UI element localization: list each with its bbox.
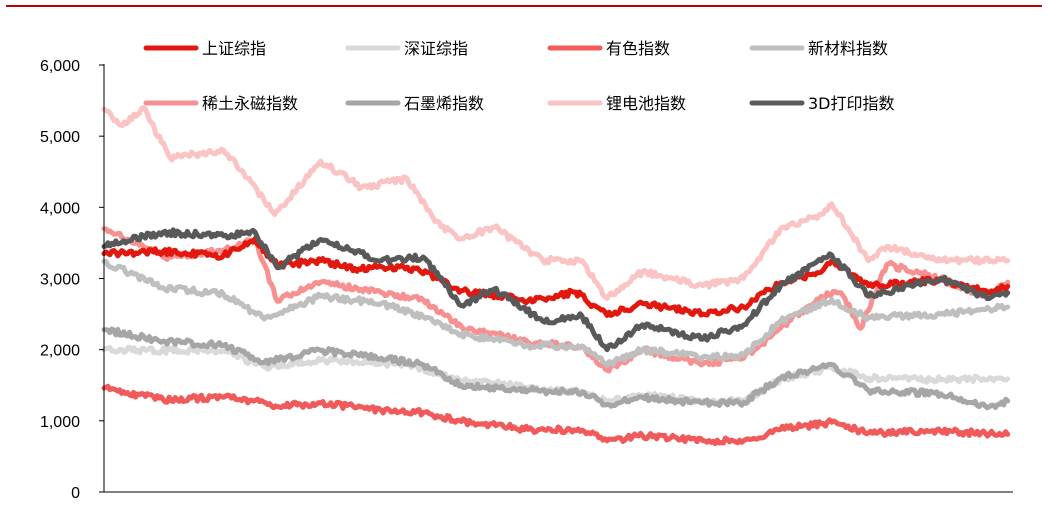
y-tick-label: 1,000	[40, 414, 80, 431]
series-line-1	[101, 236, 1011, 318]
legend-label-7: 锂电池指数	[606, 94, 686, 113]
legend-label-5: 稀土永磁指数	[202, 94, 298, 113]
series-line-4	[101, 258, 1011, 368]
y-tick-label: 3,000	[40, 272, 80, 289]
legend-label-4: 新材料指数	[808, 39, 888, 58]
legend-label-6: 石墨烯指数	[404, 94, 484, 113]
legend-label-1: 上证综指	[202, 39, 266, 58]
y-tick-label: 6,000	[40, 58, 80, 75]
legend-label-2: 深证综指	[404, 39, 468, 58]
series-line-2	[101, 344, 1011, 407]
y-tick-label: 0	[71, 485, 80, 502]
axes: 01,0002,0003,0004,0005,0006,00017-1017-1…	[40, 58, 1013, 502]
series-line-8	[101, 227, 1011, 353]
series-line-3	[101, 383, 1011, 447]
legend-label-3: 有色指数	[606, 39, 670, 58]
y-tick-label: 5,000	[40, 129, 80, 146]
y-tick-label: 2,000	[40, 343, 80, 360]
series-line-7	[101, 105, 1011, 301]
series-line-6	[101, 326, 1011, 411]
series-lines	[101, 105, 1011, 447]
legend-label-8: 3D打印指数	[808, 94, 895, 113]
y-tick-label: 4,000	[40, 200, 80, 217]
